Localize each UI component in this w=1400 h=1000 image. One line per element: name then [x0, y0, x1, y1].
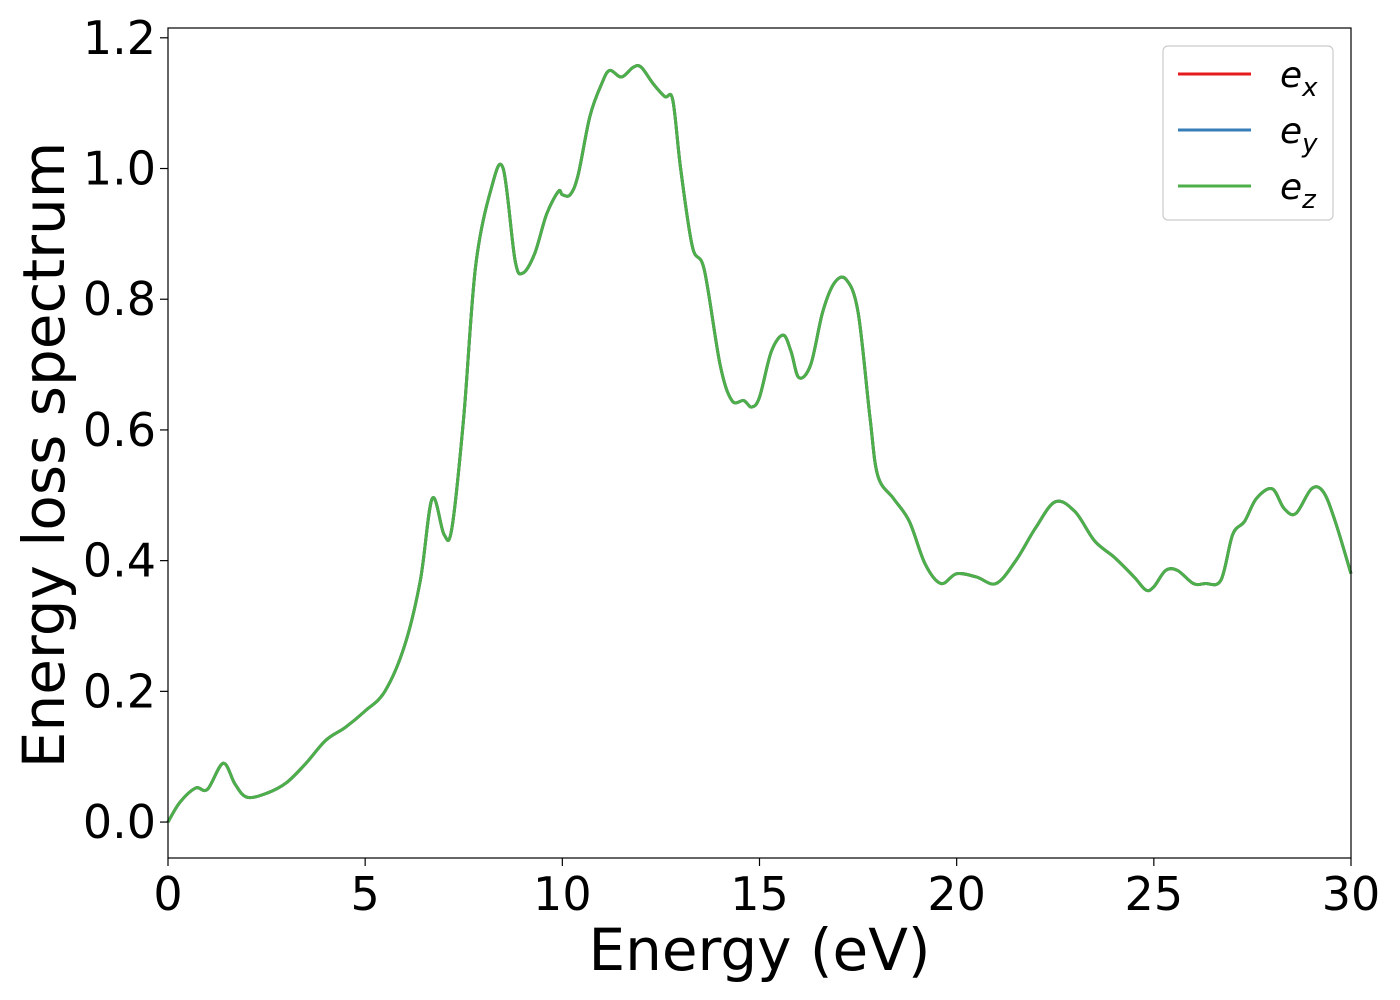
y-tick-label: 0.2: [83, 664, 156, 718]
x-tick-label: 5: [351, 867, 380, 921]
y-tick-label: 0.4: [83, 534, 156, 588]
y-axis-ticks: 0.0 0.2 0.4 0.6 0.8 1.0 1.2: [83, 11, 168, 849]
series-lines: [166, 64, 1353, 823]
legend-box: [1162, 45, 1334, 221]
series-line-z: [166, 64, 1353, 823]
y-tick-label: 0.0: [83, 795, 156, 849]
x-tick-label: 0: [153, 867, 182, 921]
x-tick-label: 10: [533, 867, 592, 921]
x-tick-label: 15: [730, 867, 789, 921]
x-tick-label: 25: [1125, 867, 1184, 921]
y-tick-label: 0.8: [83, 272, 156, 326]
x-tick-label: 30: [1322, 867, 1381, 921]
x-axis-label: Energy (eV): [588, 916, 930, 984]
y-tick-label: 1.0: [83, 142, 156, 196]
y-axis-label: Energy loss spectrum: [10, 142, 78, 768]
y-tick-label: 0.6: [83, 403, 156, 457]
x-tick-label: 20: [927, 867, 986, 921]
x-axis-ticks: 0 5 10 15 20 25 30: [153, 858, 1380, 921]
y-tick-label: 1.2: [83, 11, 156, 65]
